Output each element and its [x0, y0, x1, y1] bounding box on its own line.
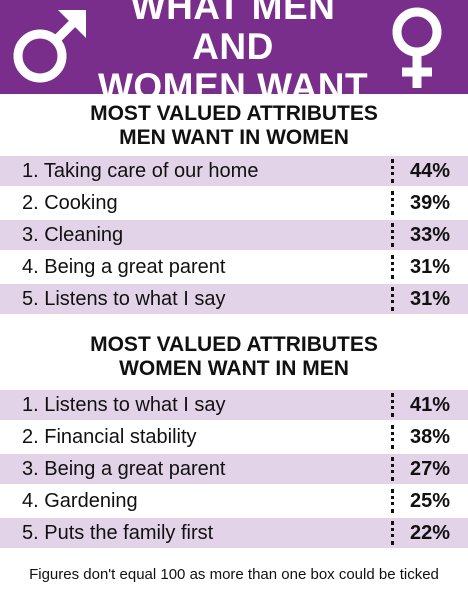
row-label: 1. Taking care of our home	[22, 159, 259, 182]
section-title-women: MOST VALUED ATTRIBUTES WOMEN WANT IN MEN	[0, 333, 468, 381]
footnote: Figures don't equal 100 as more than one…	[29, 566, 439, 583]
male-symbol-icon	[13, 10, 86, 83]
row-value: 38%	[410, 425, 451, 448]
table-women-want: 1. Listens to what I say 41% 2. Financial …	[0, 390, 468, 550]
table-row: 4. Gardening 25%	[0, 486, 468, 518]
row-value: 31%	[410, 287, 451, 310]
row-label: 4. Being a great parent	[22, 255, 226, 278]
dotted-divider	[391, 287, 394, 311]
table-row: 5. Puts the family first 22%	[0, 518, 468, 550]
section-title-men-line-1: MOST VALUED ATTRIBUTES	[90, 102, 378, 125]
row-value: 25%	[410, 489, 451, 512]
row-label: 1. Listens to what I say	[22, 393, 226, 416]
row-value: 44%	[410, 159, 451, 182]
table-men-want: 1. Taking care of our home 44% 2. Cooking 3…	[0, 156, 468, 316]
row-value: 39%	[410, 191, 451, 214]
row-label: 3. Cleaning	[22, 223, 124, 246]
dotted-divider	[391, 191, 394, 215]
row-value: 41%	[410, 393, 451, 416]
dotted-divider	[391, 255, 394, 279]
row-value: 31%	[410, 255, 451, 278]
table-row: 2. Financial stability 38%	[0, 422, 468, 454]
table-row: 3. Being a great parent 27%	[0, 454, 468, 486]
dotted-divider	[391, 489, 394, 513]
section-title-men: MOST VALUED ATTRIBUTES MEN WANT IN WOMEN	[0, 102, 468, 150]
row-label: 3. Being a great parent	[22, 457, 226, 480]
table-row: 1. Listens to what I say 41%	[0, 390, 468, 422]
row-value: 33%	[410, 223, 451, 246]
dotted-divider	[391, 425, 394, 449]
dotted-divider	[391, 457, 394, 481]
table-row: 4. Being a great parent 31%	[0, 252, 468, 284]
row-label: 5. Listens to what I say	[22, 287, 226, 310]
table-row: 2. Cooking 39%	[0, 188, 468, 220]
header-banner: WHAT MEN AND WOMEN WANT	[0, 0, 468, 107]
page-title: WHAT MEN AND WOMEN WANT	[88, 0, 378, 107]
table-row: 5. Listens to what I say 31%	[0, 284, 468, 316]
title-line-1: WHAT MEN AND	[130, 0, 336, 67]
row-label: 4. Gardening	[22, 489, 138, 512]
table-row: 1. Taking care of our home 44%	[0, 156, 468, 188]
row-label: 5. Puts the family first	[22, 521, 214, 544]
section-title-women-line-1: MOST VALUED ATTRIBUTES	[90, 333, 378, 356]
row-label: 2. Cooking	[22, 191, 118, 214]
dotted-divider	[391, 521, 394, 545]
section-title-women-line-2: WOMEN WANT IN MEN	[119, 357, 349, 380]
title-line-2: WOMEN WANT	[97, 66, 369, 107]
row-value: 27%	[410, 457, 451, 480]
female-symbol-icon	[392, 7, 442, 88]
table-row: 3. Cleaning 33%	[0, 220, 468, 252]
section-title-men-line-2: MEN WANT IN WOMEN	[119, 126, 349, 149]
row-value: 22%	[410, 521, 451, 544]
dotted-divider	[391, 223, 394, 247]
row-label: 2. Financial stability	[22, 425, 197, 448]
dotted-divider	[391, 393, 394, 417]
dotted-divider	[391, 159, 394, 183]
